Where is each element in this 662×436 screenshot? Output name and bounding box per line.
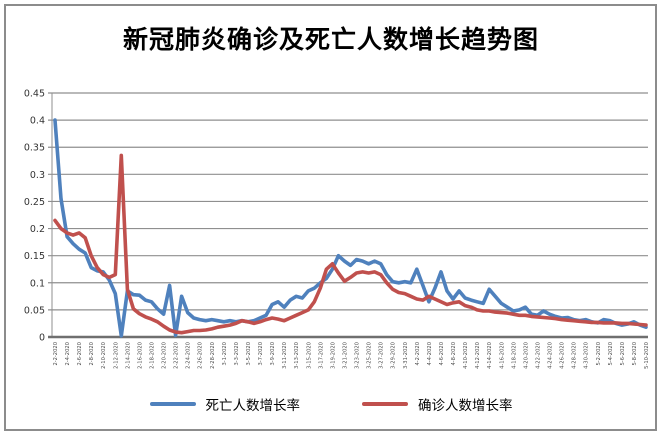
y-tick-label: 0.15	[24, 251, 45, 262]
x-tick-label: 5-2-2020	[596, 342, 602, 366]
y-tick-label: 0.05	[24, 305, 45, 316]
x-tick-label: 2-28-2020	[210, 342, 216, 369]
confirmed-rate-line	[53, 153, 648, 335]
legend-item-confirmed: 确诊人数增长率	[362, 394, 513, 414]
death-rate-line	[53, 118, 648, 338]
x-tick-label: 4-8-2020	[451, 342, 457, 366]
x-tick-label: 3-23-2020	[355, 342, 361, 369]
legend-item-death: 死亡人数增长率	[149, 394, 301, 414]
x-tick-label: 3-3-2020	[234, 342, 240, 366]
x-tick-label: 3-19-2020	[330, 342, 336, 369]
x-tick-label: 2-12-2020	[113, 342, 119, 369]
x-tick-label: 5-4-2020	[608, 342, 614, 366]
x-tick-label: 4-22-2020	[535, 342, 541, 369]
x-tick-label: 4-30-2020	[584, 342, 590, 369]
x-tick-label: 3-15-2020	[306, 342, 312, 369]
x-tick-label: 2-8-2020	[89, 342, 95, 366]
x-tick-label: 3-31-2020	[403, 342, 409, 369]
x-tick-label: 2-10-2020	[101, 342, 107, 369]
x-tick-label: 3-17-2020	[318, 342, 324, 369]
x-tick-label: 2-20-2020	[162, 342, 168, 369]
x-tick-label: 5-10-2020	[644, 342, 650, 369]
y-tick-label: 0.35	[24, 143, 45, 154]
x-tick-label: 2-16-2020	[137, 342, 143, 369]
y-tick-label: 0.1	[30, 278, 45, 289]
x-tick-label: 4-10-2020	[463, 342, 469, 369]
y-tick-label: 0	[39, 333, 45, 344]
x-tick-label: 3-7-2020	[258, 342, 264, 366]
x-tick-label: 2-6-2020	[77, 342, 83, 366]
y-tick-label: 0.25	[24, 197, 45, 208]
x-tick-label: 4-16-2020	[499, 342, 505, 369]
x-tick-label: 3-13-2020	[294, 342, 300, 369]
y-tick-label: 0.3	[30, 170, 45, 181]
x-tick-label: 3-21-2020	[342, 342, 348, 369]
chart-title: 新冠肺炎确诊及死亡人数增长趋势图	[122, 25, 539, 54]
x-tick-label: 3-25-2020	[367, 342, 373, 369]
x-tick-label: 4-28-2020	[572, 342, 578, 369]
x-tick-label: 5-6-2020	[620, 342, 626, 366]
x-tick-label: 3-11-2020	[282, 342, 288, 369]
x-tick-label: 2-18-2020	[149, 342, 155, 369]
x-tick-label: 3-9-2020	[270, 342, 276, 366]
confirmed-rate-line-icon	[362, 402, 408, 406]
legend-label-death: 死亡人数增长率	[205, 398, 301, 414]
x-tick-label: 2-26-2020	[198, 342, 204, 369]
chart-frame	[4, 4, 657, 431]
x-tick-label: 2-4-2020	[65, 342, 71, 366]
x-tick-label: 3-5-2020	[246, 342, 252, 366]
x-tick-label: 2-24-2020	[186, 342, 192, 369]
x-tick-label: 2-14-2020	[125, 342, 131, 369]
x-tick-label: 4-6-2020	[439, 342, 445, 366]
x-tick-label: 4-26-2020	[560, 342, 566, 369]
x-tick-label: 3-29-2020	[391, 342, 397, 369]
death-rate-line-icon	[149, 402, 196, 406]
x-tick-label: 4-12-2020	[475, 342, 481, 369]
y-tick-label: 0.4	[30, 116, 45, 127]
y-tick-label: 0.2	[30, 224, 45, 235]
x-tick-label: 4-2-2020	[415, 342, 421, 366]
x-tick-label: 2-2-2020	[53, 342, 59, 366]
x-tick-label: 4-14-2020	[487, 342, 493, 369]
x-tick-label: 4-4-2020	[427, 342, 433, 366]
x-tick-label: 3-1-2020	[222, 342, 228, 366]
legend-label-confirmed: 确诊人数增长率	[418, 398, 513, 414]
y-tick-label: 0.45	[24, 89, 45, 100]
x-tick-label: 4-18-2020	[511, 342, 517, 369]
x-tick-label: 4-20-2020	[523, 342, 529, 369]
legend: 死亡人数增长率 确诊人数增长率	[0, 394, 662, 414]
x-tick-label: 3-27-2020	[379, 342, 385, 369]
x-tick-label: 2-22-2020	[174, 342, 180, 369]
x-tick-label: 4-24-2020	[548, 342, 554, 369]
x-tick-label: 5-8-2020	[632, 342, 638, 366]
